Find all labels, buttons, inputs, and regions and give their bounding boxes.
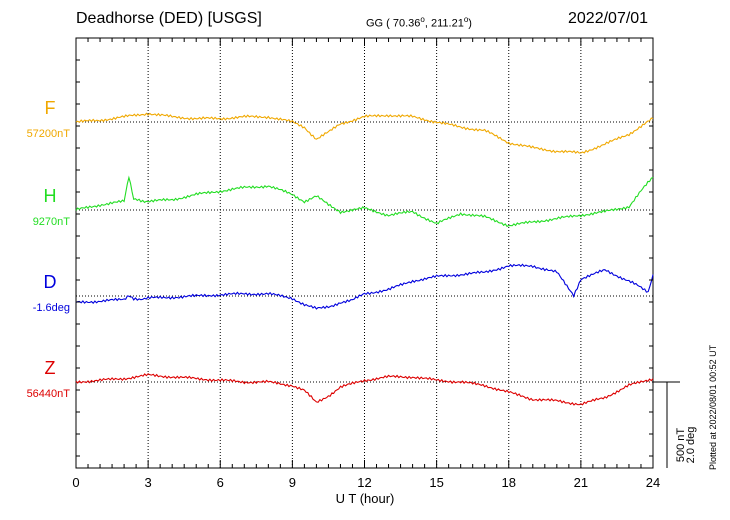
series-name-h: H <box>44 186 57 206</box>
scale-bar-deg-label: 2.0 deg <box>685 427 697 464</box>
series-labels: F 57200nT H 9270nT D -1.6deg Z 56440nT <box>27 98 71 400</box>
degree-sign: o <box>463 15 469 24</box>
degree-sign: o <box>420 15 425 24</box>
series-baseline-h: 9270nT <box>33 216 71 228</box>
x-tick-label: 9 <box>289 475 296 490</box>
x-tick-label: 12 <box>357 475 371 490</box>
grid-lines <box>147 38 582 468</box>
axis-ticks: 0 3 6 9 12 15 18 21 24 <box>72 38 660 490</box>
x-tick-label: 0 <box>72 475 79 490</box>
series-baseline-f: 57200nT <box>27 128 71 140</box>
series-name-z: Z <box>45 358 56 378</box>
x-axis-label: U T (hour) <box>336 491 395 506</box>
plot-frame <box>75 37 654 469</box>
series-name-f: F <box>45 98 56 118</box>
x-tick-label: 6 <box>217 475 224 490</box>
x-tick-label: 18 <box>502 475 516 490</box>
date-label: 2022/07/01 <box>568 10 649 27</box>
trace-h <box>75 175 654 228</box>
series-baseline-z: 56440nT <box>27 388 71 400</box>
trace-d <box>75 263 654 310</box>
coordinates-suffix: ) <box>468 17 472 30</box>
coordinates-label: GG ( 70.36o, 211.21o) <box>366 15 472 30</box>
x-tick-label: 3 <box>145 475 152 490</box>
trace-z <box>75 373 654 406</box>
plotted-at-note: Plotted at 2022/08/01 00:52 UT <box>708 344 718 470</box>
baselines <box>76 121 653 383</box>
series-traces <box>75 112 654 406</box>
x-tick-label: 15 <box>429 475 443 490</box>
coordinates-prefix: GG ( 70.36 <box>366 17 421 30</box>
series-name-d: D <box>44 272 57 292</box>
scale-bar: 500 nT 2.0 deg <box>653 381 697 468</box>
scale-bar-nt-label: 500 nT <box>675 428 687 463</box>
x-tick-label: 24 <box>646 475 660 490</box>
coordinates-mid: , 211.21 <box>424 17 464 30</box>
station-title: Deadhorse (DED) [USGS] <box>76 10 262 27</box>
series-baseline-d: -1.6deg <box>33 302 70 314</box>
x-tick-label: 21 <box>574 475 588 490</box>
trace-f <box>75 112 654 154</box>
